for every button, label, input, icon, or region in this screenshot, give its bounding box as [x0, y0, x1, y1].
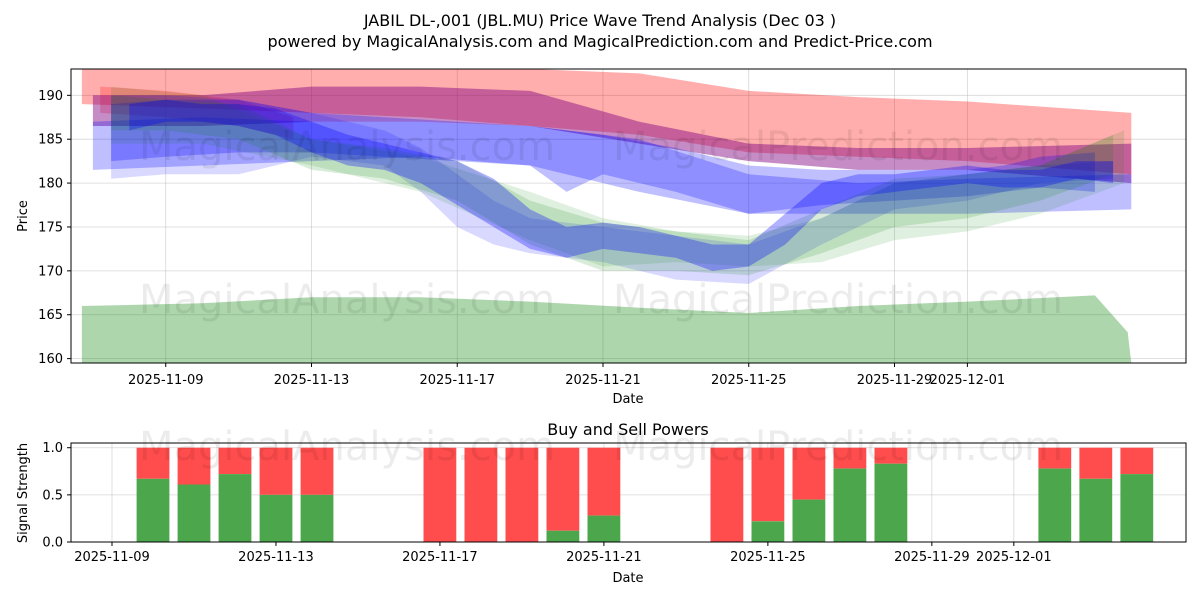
price-x-tick-label: 2025-11-21 — [565, 373, 641, 388]
price-wave-chart: MagicalAnalysis.com MagicalPrediction.co… — [16, 68, 1187, 407]
price-bands — [81, 69, 1132, 363]
price-x-tick-label: 2025-12-01 — [930, 373, 1006, 388]
buy-sell-title: Buy and Sell Powers — [547, 420, 709, 439]
watermark-analysis-bottom: MagicalAnalysis.com — [139, 424, 555, 470]
price-grid — [71, 69, 1186, 363]
price-band-green — [111, 86, 1125, 267]
signal-bars — [136, 447, 1154, 542]
price-axes-frame — [70, 68, 1187, 364]
price-y-tick-label: 170 — [38, 264, 63, 279]
signal-ticks: 2025-11-09 2025-11-13 2025-11-17 2025-11-21… — [42, 441, 1051, 565]
sell-power-bar — [833, 447, 867, 469]
sell-power-bar — [1038, 447, 1072, 469]
price-x-tick-label: 2025-11-29 — [857, 373, 933, 388]
watermark-prediction-mid: MagicalPrediction.com — [613, 277, 1063, 323]
chart-subtitle: powered by MagicalAnalysis.com and Magic… — [267, 32, 932, 51]
signal-axes-frame — [70, 442, 1187, 543]
signal-y-axis-label: Signal Strength — [16, 443, 31, 543]
buy-power-bar — [177, 484, 211, 542]
buy-power-bar — [1038, 468, 1072, 542]
sell-power-bar — [259, 447, 293, 495]
buy-power-bar — [751, 521, 785, 542]
signal-y-tick-label: 0.0 — [42, 536, 63, 551]
signal-x-tick-label: 2025-11-13 — [238, 550, 314, 565]
sell-power-bar — [1120, 447, 1154, 475]
sell-power-bar — [1079, 447, 1113, 479]
watermark-analysis-mid: MagicalAnalysis.com — [139, 277, 555, 323]
watermark-prediction-bottom: MagicalPrediction.com — [613, 424, 1063, 470]
signal-x-tick-label: 2025-11-21 — [566, 550, 642, 565]
signal-x-tick-label: 2025-11-25 — [730, 550, 806, 565]
sell-power-bar — [710, 447, 744, 542]
price-y-tick-label: 185 — [38, 133, 63, 148]
price-band-blue — [111, 95, 1114, 284]
price-x-tick-label: 2025-11-13 — [274, 373, 350, 388]
sell-power-bar — [792, 447, 826, 500]
price-y-tick-label: 190 — [38, 89, 63, 104]
sell-power-bar — [300, 447, 334, 495]
price-x-tick-label: 2025-11-25 — [711, 373, 787, 388]
buy-power-bar — [218, 474, 252, 542]
signal-x-tick-label: 2025-11-29 — [894, 550, 970, 565]
sell-power-bar — [423, 447, 457, 542]
buy-power-bar — [546, 530, 580, 542]
sell-power-bar — [136, 447, 170, 479]
price-band-blue — [129, 99, 1114, 271]
price-y-tick-label: 160 — [38, 352, 63, 367]
price-band-purple — [92, 86, 1132, 184]
watermark-prediction-top: MagicalPrediction.com — [613, 124, 1063, 170]
signal-x-tick-label: 2025-11-09 — [74, 550, 150, 565]
buy-power-bar — [300, 494, 334, 542]
signal-x-axis-label: Date — [612, 571, 643, 586]
sell-power-bar — [546, 447, 580, 531]
signal-y-tick-label: 1.0 — [42, 441, 63, 456]
sell-power-bar — [218, 447, 252, 475]
sell-power-bar — [177, 447, 211, 485]
buy-power-bar — [587, 515, 621, 542]
price-band-green — [81, 295, 1132, 363]
price-y-tick-label: 180 — [38, 177, 63, 192]
buy-sell-chart: Buy and Sell Powers MagicalAnalysis.com … — [16, 420, 1187, 586]
sell-power-bar — [587, 447, 621, 516]
price-band-blue — [92, 117, 1132, 214]
price-band-green — [111, 95, 1114, 276]
price-watermarks: MagicalAnalysis.com MagicalPrediction.co… — [139, 124, 1063, 323]
price-x-tick-label: 2025-11-09 — [128, 373, 204, 388]
price-band-blue — [111, 99, 1095, 214]
buy-power-bar — [792, 499, 826, 542]
sell-power-bar — [464, 447, 498, 542]
price-y-tick-label: 165 — [38, 308, 63, 323]
sell-power-bar — [751, 447, 785, 522]
price-band-red — [81, 69, 1132, 175]
buy-power-bar — [833, 468, 867, 542]
sell-power-bar — [874, 447, 908, 464]
chart-title: JABIL DL-,001 (JBL.MU) Price Wave Trend … — [363, 11, 836, 30]
price-band-red — [100, 86, 294, 140]
buy-power-bar — [259, 494, 293, 542]
price-ticks: 2025-11-09 2025-11-13 2025-11-17 2025-11-21… — [38, 89, 1005, 388]
price-y-tick-label: 175 — [38, 220, 63, 235]
price-x-axis-label: Date — [612, 392, 643, 407]
buy-power-bar — [1079, 478, 1113, 542]
signal-x-tick-label: 2025-11-17 — [402, 550, 478, 565]
buy-power-bar — [136, 478, 170, 542]
signal-y-tick-label: 0.5 — [42, 488, 63, 503]
price-band-group — [81, 69, 1132, 363]
price-x-tick-label: 2025-11-17 — [419, 373, 495, 388]
price-y-axis-label: Price — [16, 200, 31, 232]
signal-x-tick-label: 2025-12-01 — [976, 550, 1052, 565]
buy-power-bar — [1120, 474, 1154, 542]
sell-power-bar — [505, 447, 539, 542]
watermark-analysis-top: MagicalAnalysis.com — [139, 124, 555, 170]
buy-power-bar — [874, 463, 908, 542]
